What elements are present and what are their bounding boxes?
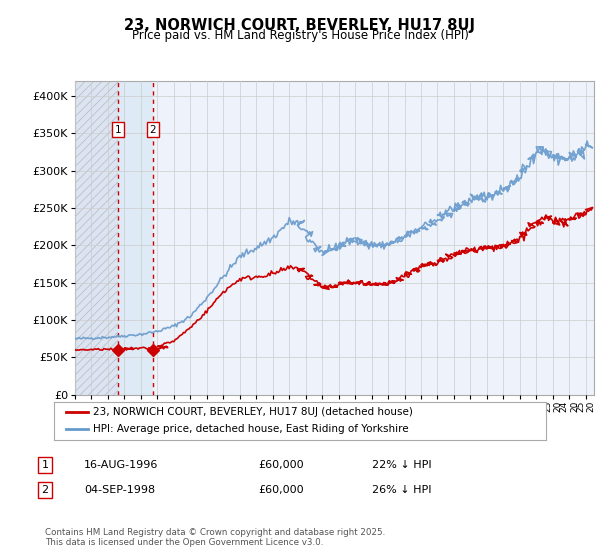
Text: £60,000: £60,000 xyxy=(258,460,304,470)
Text: 2: 2 xyxy=(41,485,49,495)
Bar xyxy=(75,81,118,395)
Text: HPI: Average price, detached house, East Riding of Yorkshire: HPI: Average price, detached house, East… xyxy=(94,424,409,435)
Text: Price paid vs. HM Land Registry's House Price Index (HPI): Price paid vs. HM Land Registry's House … xyxy=(131,29,469,42)
Text: 22% ↓ HPI: 22% ↓ HPI xyxy=(372,460,431,470)
Text: 26% ↓ HPI: 26% ↓ HPI xyxy=(372,485,431,495)
Text: 04-SEP-1998: 04-SEP-1998 xyxy=(84,485,155,495)
Bar xyxy=(118,81,152,395)
Text: 16-AUG-1996: 16-AUG-1996 xyxy=(84,460,158,470)
Text: Contains HM Land Registry data © Crown copyright and database right 2025.
This d: Contains HM Land Registry data © Crown c… xyxy=(45,528,385,547)
Text: 1: 1 xyxy=(41,460,49,470)
Text: £60,000: £60,000 xyxy=(258,485,304,495)
Text: 2: 2 xyxy=(149,125,156,135)
Text: 23, NORWICH COURT, BEVERLEY, HU17 8UJ (detached house): 23, NORWICH COURT, BEVERLEY, HU17 8UJ (d… xyxy=(94,407,413,417)
Text: 1: 1 xyxy=(115,125,121,135)
Text: 23, NORWICH COURT, BEVERLEY, HU17 8UJ: 23, NORWICH COURT, BEVERLEY, HU17 8UJ xyxy=(125,18,476,33)
